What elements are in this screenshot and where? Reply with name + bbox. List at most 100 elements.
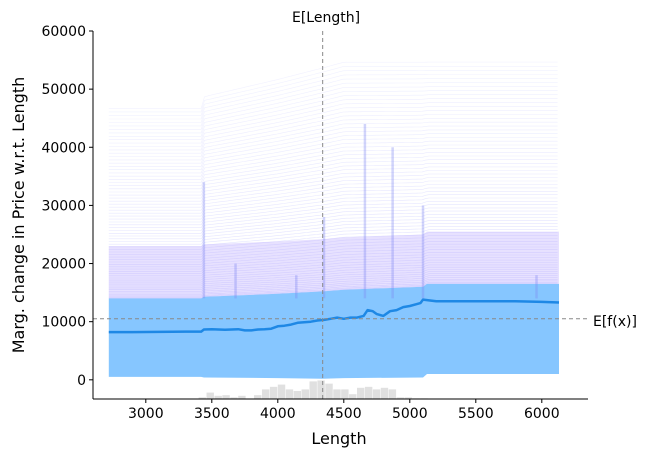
y-tick-label: 0 — [77, 373, 86, 389]
ice-curve — [108, 191, 558, 220]
hist-bar — [261, 389, 270, 399]
ice-curve — [108, 266, 558, 285]
ice-curve — [108, 277, 558, 294]
hist-bar — [349, 394, 357, 399]
ice-curve — [108, 129, 558, 167]
hist-bar — [380, 387, 389, 399]
hist-bar — [357, 387, 365, 399]
y-tick-label: 20000 — [41, 257, 86, 273]
ice-curve — [108, 102, 558, 144]
hist-bar — [301, 389, 309, 399]
ice-curve — [108, 61, 558, 109]
ice-curve — [108, 144, 558, 180]
e-length-label: E[Length] — [292, 10, 360, 26]
axes — [92, 31, 588, 400]
reference-lines — [93, 31, 588, 399]
ice-curve — [108, 257, 558, 277]
ice-curve — [108, 235, 558, 258]
hist-bar — [309, 381, 317, 399]
ice-curve — [108, 262, 558, 281]
ice-curve — [108, 243, 558, 265]
ice-curve — [108, 137, 558, 174]
hist-bar — [396, 397, 405, 399]
average-curve — [108, 298, 560, 334]
ice-curve — [108, 201, 558, 228]
ice-curve — [108, 279, 558, 295]
hist-bar — [341, 389, 349, 399]
ice-curve — [108, 264, 558, 283]
ice-curve-cloud — [108, 61, 558, 299]
ice-band-fringe — [108, 231, 560, 299]
hist-bar — [254, 395, 262, 399]
y-tick-label: 60000 — [41, 24, 86, 40]
hist-bar — [230, 397, 238, 399]
y-tick-label: 30000 — [41, 198, 86, 214]
ice-curve — [108, 220, 558, 245]
ice-curve — [108, 159, 558, 193]
ice-curve — [108, 207, 558, 234]
x-axis-ticks: 3000 3500 4000 4500 5000 5500 6000 — [128, 399, 560, 422]
hist-bar — [372, 389, 381, 399]
y-tick-label: 10000 — [41, 315, 86, 331]
ice-curve — [108, 110, 558, 151]
ice-curve — [108, 197, 558, 226]
ice-curve — [108, 282, 558, 298]
hist-bar — [404, 397, 412, 399]
ice-band-area — [108, 283, 560, 379]
x-tick-label: 5500 — [458, 406, 494, 422]
ice-curve — [108, 254, 558, 274]
ice-curve — [108, 155, 558, 190]
y-tick-label: 40000 — [41, 140, 86, 156]
ice-curve — [108, 86, 558, 130]
hist-bar — [285, 389, 294, 399]
ice-curve — [108, 232, 558, 255]
hist-bar — [198, 397, 207, 399]
ice-curve — [108, 70, 558, 116]
ice-curve — [108, 121, 558, 161]
ice-curve — [108, 133, 558, 170]
y-axis-ticks: 0 10000 20000 30000 40000 50000 60000 — [41, 24, 93, 389]
hist-bar — [364, 386, 373, 399]
ice-curve — [108, 223, 558, 248]
x-tick-label: 4000 — [260, 406, 296, 422]
ice-curve — [108, 177, 558, 208]
ice-curve — [108, 125, 558, 164]
x-tick-label: 4500 — [326, 406, 362, 422]
hist-bar — [317, 380, 325, 399]
ice-curve — [108, 229, 558, 253]
ice-curve — [108, 226, 558, 250]
hist-bar — [214, 395, 222, 399]
ice-curve — [108, 259, 558, 279]
ice-curve — [108, 249, 558, 270]
average-curve-line — [108, 298, 560, 334]
hist-bar — [238, 395, 246, 399]
ice-curve — [108, 78, 558, 123]
ice-curve — [108, 74, 558, 120]
ice-curve — [108, 214, 558, 240]
ice-curve — [108, 252, 558, 272]
ice-curve — [108, 106, 558, 147]
ice-curve — [108, 246, 558, 268]
ice-curve — [108, 280, 558, 297]
hist-bar — [293, 391, 302, 399]
ice-curve — [108, 90, 558, 134]
y-axis-title: Marg. change in Price w.r.t. Length — [9, 77, 28, 354]
ice-curve — [108, 94, 558, 137]
ice-curve — [108, 204, 558, 231]
ice-curve — [108, 184, 558, 214]
ice-curve — [108, 180, 558, 211]
hist-bar — [277, 384, 286, 399]
ice-curve — [108, 187, 558, 217]
ice-curve — [108, 275, 558, 292]
ice-curve — [108, 273, 558, 290]
hist-bar — [325, 383, 333, 399]
ice-curve — [108, 166, 558, 199]
x-tick-label: 3500 — [194, 406, 230, 422]
ice-curve — [108, 173, 558, 205]
ice-curve — [108, 238, 558, 260]
hist-bar — [222, 395, 230, 399]
ice-curve — [108, 82, 558, 127]
ice-curve — [108, 283, 558, 299]
ice-curve — [108, 241, 558, 263]
